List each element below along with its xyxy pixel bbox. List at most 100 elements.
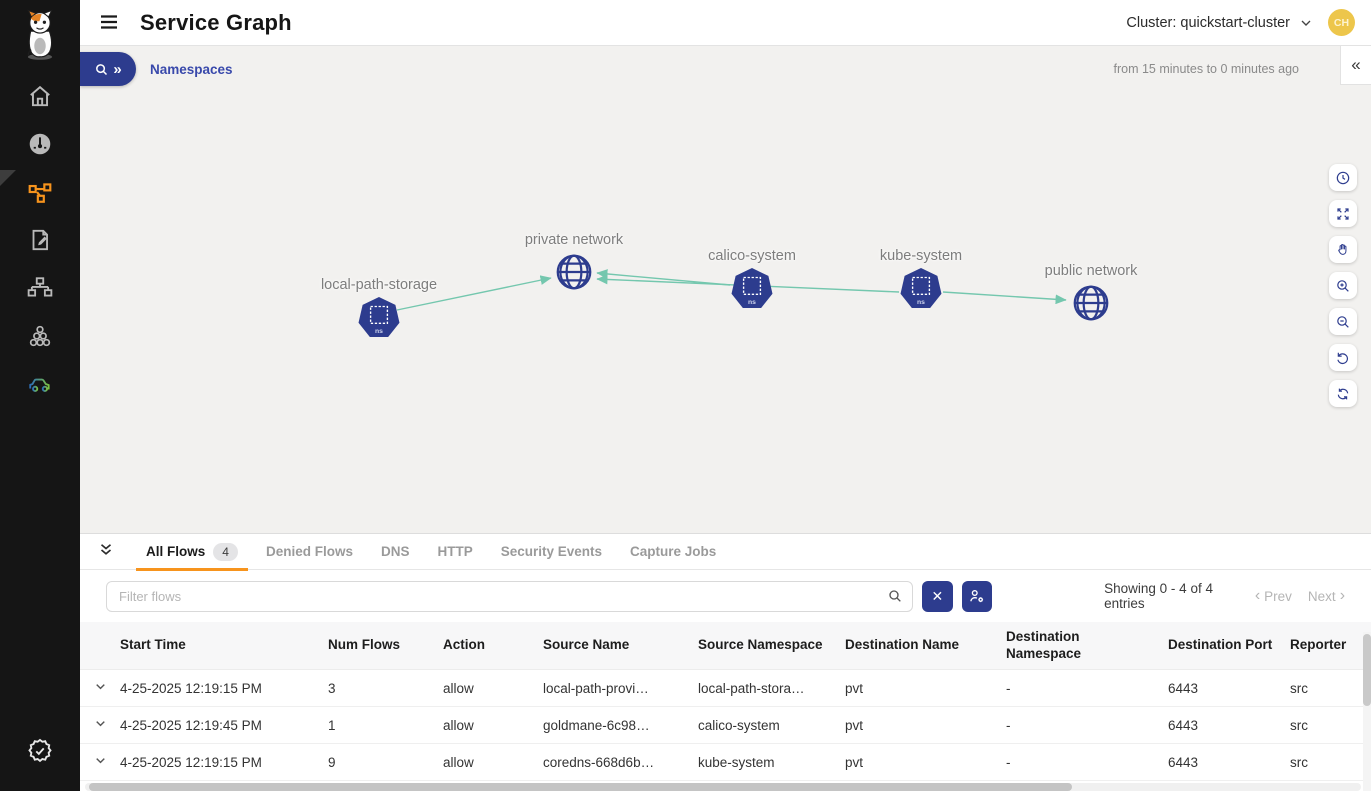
- flows-tabs-row: All Flows 4 Denied Flows DNS HTTP Security Ev…: [80, 534, 1371, 571]
- vertical-scrollbar-thumb[interactable]: [1363, 634, 1371, 706]
- column-header: Destination Port: [1168, 637, 1273, 653]
- sidebar-item-policies[interactable]: [0, 216, 80, 264]
- home-icon: [27, 83, 53, 109]
- graph-node-kube-system[interactable]: kube-system ns: [880, 248, 962, 309]
- table-cell: 9: [328, 754, 336, 770]
- flows-table: Start Time Num Flows Action Source Name Sour…: [80, 622, 1371, 781]
- zoom-out-icon: [1335, 314, 1351, 330]
- collapse-right-panel-button[interactable]: «: [1340, 46, 1371, 85]
- zoom-in-button[interactable]: [1329, 272, 1357, 299]
- graph-node-private-network[interactable]: private network: [525, 232, 623, 293]
- cluster-circles-icon: [27, 323, 53, 349]
- showing-entries-label: Showing 0 - 4 of 4 entries: [1104, 581, 1213, 611]
- service-graph-canvas[interactable]: local-path-storage ns private network calic…: [80, 92, 1371, 533]
- graph-node-label: private network: [524, 232, 624, 248]
- table-cell: src: [1290, 717, 1308, 733]
- table-cell: pvt: [845, 754, 864, 770]
- user-avatar[interactable]: CH: [1328, 9, 1355, 36]
- zoom-in-icon: [1335, 278, 1351, 294]
- service-graph-icon: [27, 179, 53, 205]
- tab-denied-flows[interactable]: Denied Flows: [252, 534, 367, 570]
- column-header: Reporter: [1290, 637, 1347, 653]
- tab-count-badge: 4: [213, 542, 238, 561]
- tab-http[interactable]: HTTP: [423, 534, 486, 570]
- tab-label: HTTP: [437, 544, 473, 559]
- prev-page-button[interactable]: ‹ Prev: [1254, 587, 1292, 604]
- dashboard-gauge-icon: [27, 131, 53, 157]
- graph-node-public-network[interactable]: public network: [1045, 263, 1137, 324]
- table-cell: 3: [328, 680, 336, 696]
- column-header: Num Flows: [328, 637, 401, 653]
- sidebar-item-dashboards[interactable]: [0, 120, 80, 168]
- graph-node-local-path-storage[interactable]: local-path-storage ns: [321, 277, 437, 338]
- table-cell: src: [1290, 680, 1308, 696]
- filter-flows-input[interactable]: [106, 580, 914, 612]
- refresh-button[interactable]: [1329, 380, 1357, 407]
- graph-node-label: kube-system: [879, 248, 963, 264]
- breadcrumb[interactable]: Namespaces: [150, 61, 233, 77]
- graph-node-calico-system[interactable]: calico-system ns: [708, 248, 796, 309]
- table-cell: src: [1290, 754, 1308, 770]
- table-row: 4-25-2025 12:19:15 PM 9 allow coredns-668d6…: [80, 744, 1371, 781]
- reset-view-button[interactable]: [1329, 344, 1357, 371]
- tab-capture-jobs[interactable]: Capture Jobs: [616, 534, 730, 570]
- graph-edge-kube-system-to-public-network: [942, 291, 1067, 305]
- sidebar-item-cluster-nodes[interactable]: [0, 312, 80, 360]
- column-header: Destination Namespace: [1006, 629, 1082, 661]
- collapse-panel-icon[interactable]: [94, 540, 118, 564]
- tab-dns[interactable]: DNS: [367, 534, 424, 570]
- sidebar-item-home[interactable]: [0, 72, 80, 120]
- table-cell: coredns-668d6b…: [543, 754, 655, 770]
- time-button[interactable]: [1329, 164, 1357, 191]
- tab-label: Denied Flows: [265, 544, 353, 559]
- user-settings-button[interactable]: [961, 580, 993, 612]
- svg-text:ns: ns: [748, 299, 756, 306]
- hamburger-menu-icon[interactable]: [96, 10, 122, 36]
- graph-edges: [396, 269, 1067, 311]
- expand-row-icon[interactable]: [90, 678, 110, 698]
- calico-cat-logo[interactable]: [18, 8, 62, 60]
- expand-icon: [1335, 206, 1351, 222]
- clear-filter-button[interactable]: ✕: [922, 580, 953, 612]
- sidebar-item-verified[interactable]: [0, 727, 80, 775]
- table-cell: pvt: [845, 717, 864, 733]
- table-cell: allow: [443, 717, 474, 733]
- fit-view-button[interactable]: [1329, 200, 1357, 227]
- table-cell: 6443: [1168, 717, 1199, 733]
- table-cell: 6443: [1168, 680, 1199, 696]
- namespace-heptagon-icon: ns: [358, 297, 400, 337]
- graph-node-label: local-path-storage: [320, 277, 438, 293]
- graph-node-label: calico-system: [708, 248, 796, 264]
- table-cell: goldmane-6c98…: [543, 717, 650, 733]
- horizontal-scrollbar-thumb[interactable]: [89, 783, 1072, 791]
- canvas-tools: [1329, 164, 1357, 407]
- next-page-button[interactable]: Next ›: [1307, 587, 1346, 604]
- column-header: Destination Name: [845, 637, 960, 653]
- tab-label: All Flows: [146, 544, 206, 559]
- badge-check-icon: [26, 737, 54, 765]
- main-area: Service Graph Cluster: quickstart-cluste…: [80, 0, 1371, 791]
- car-icon: [27, 371, 53, 397]
- sidebar-item-network-tree[interactable]: [0, 264, 80, 312]
- namespace-heptagon-icon: ns: [731, 268, 773, 308]
- tab-label: Security Events: [500, 544, 603, 559]
- horizontal-scrollbar: [85, 783, 1361, 791]
- expand-row-icon[interactable]: [90, 752, 110, 772]
- time-range-label: from 15 minutes to 0 minutes ago: [1113, 62, 1299, 76]
- tab-all-flows[interactable]: All Flows 4: [132, 534, 252, 571]
- chevron-left-icon: ‹: [1254, 587, 1261, 604]
- sidebar-item-service-graph[interactable]: [0, 168, 80, 216]
- table-cell: pvt: [845, 680, 864, 696]
- expand-search-icon: »: [113, 60, 122, 78]
- expand-row-icon[interactable]: [90, 715, 110, 735]
- table-cell: 4-25-2025 12:19:15 PM: [120, 754, 262, 770]
- pan-button[interactable]: [1329, 236, 1357, 263]
- undo-icon: [1335, 350, 1351, 366]
- cluster-selector[interactable]: Cluster: quickstart-cluster: [1126, 15, 1314, 31]
- zoom-out-button[interactable]: [1329, 308, 1357, 335]
- clock-icon: [1335, 170, 1351, 186]
- tab-security-events[interactable]: Security Events: [487, 534, 616, 570]
- graph-search-button[interactable]: »: [80, 52, 136, 86]
- sidebar-item-vehicle[interactable]: [0, 360, 80, 408]
- active-notch: [0, 170, 16, 186]
